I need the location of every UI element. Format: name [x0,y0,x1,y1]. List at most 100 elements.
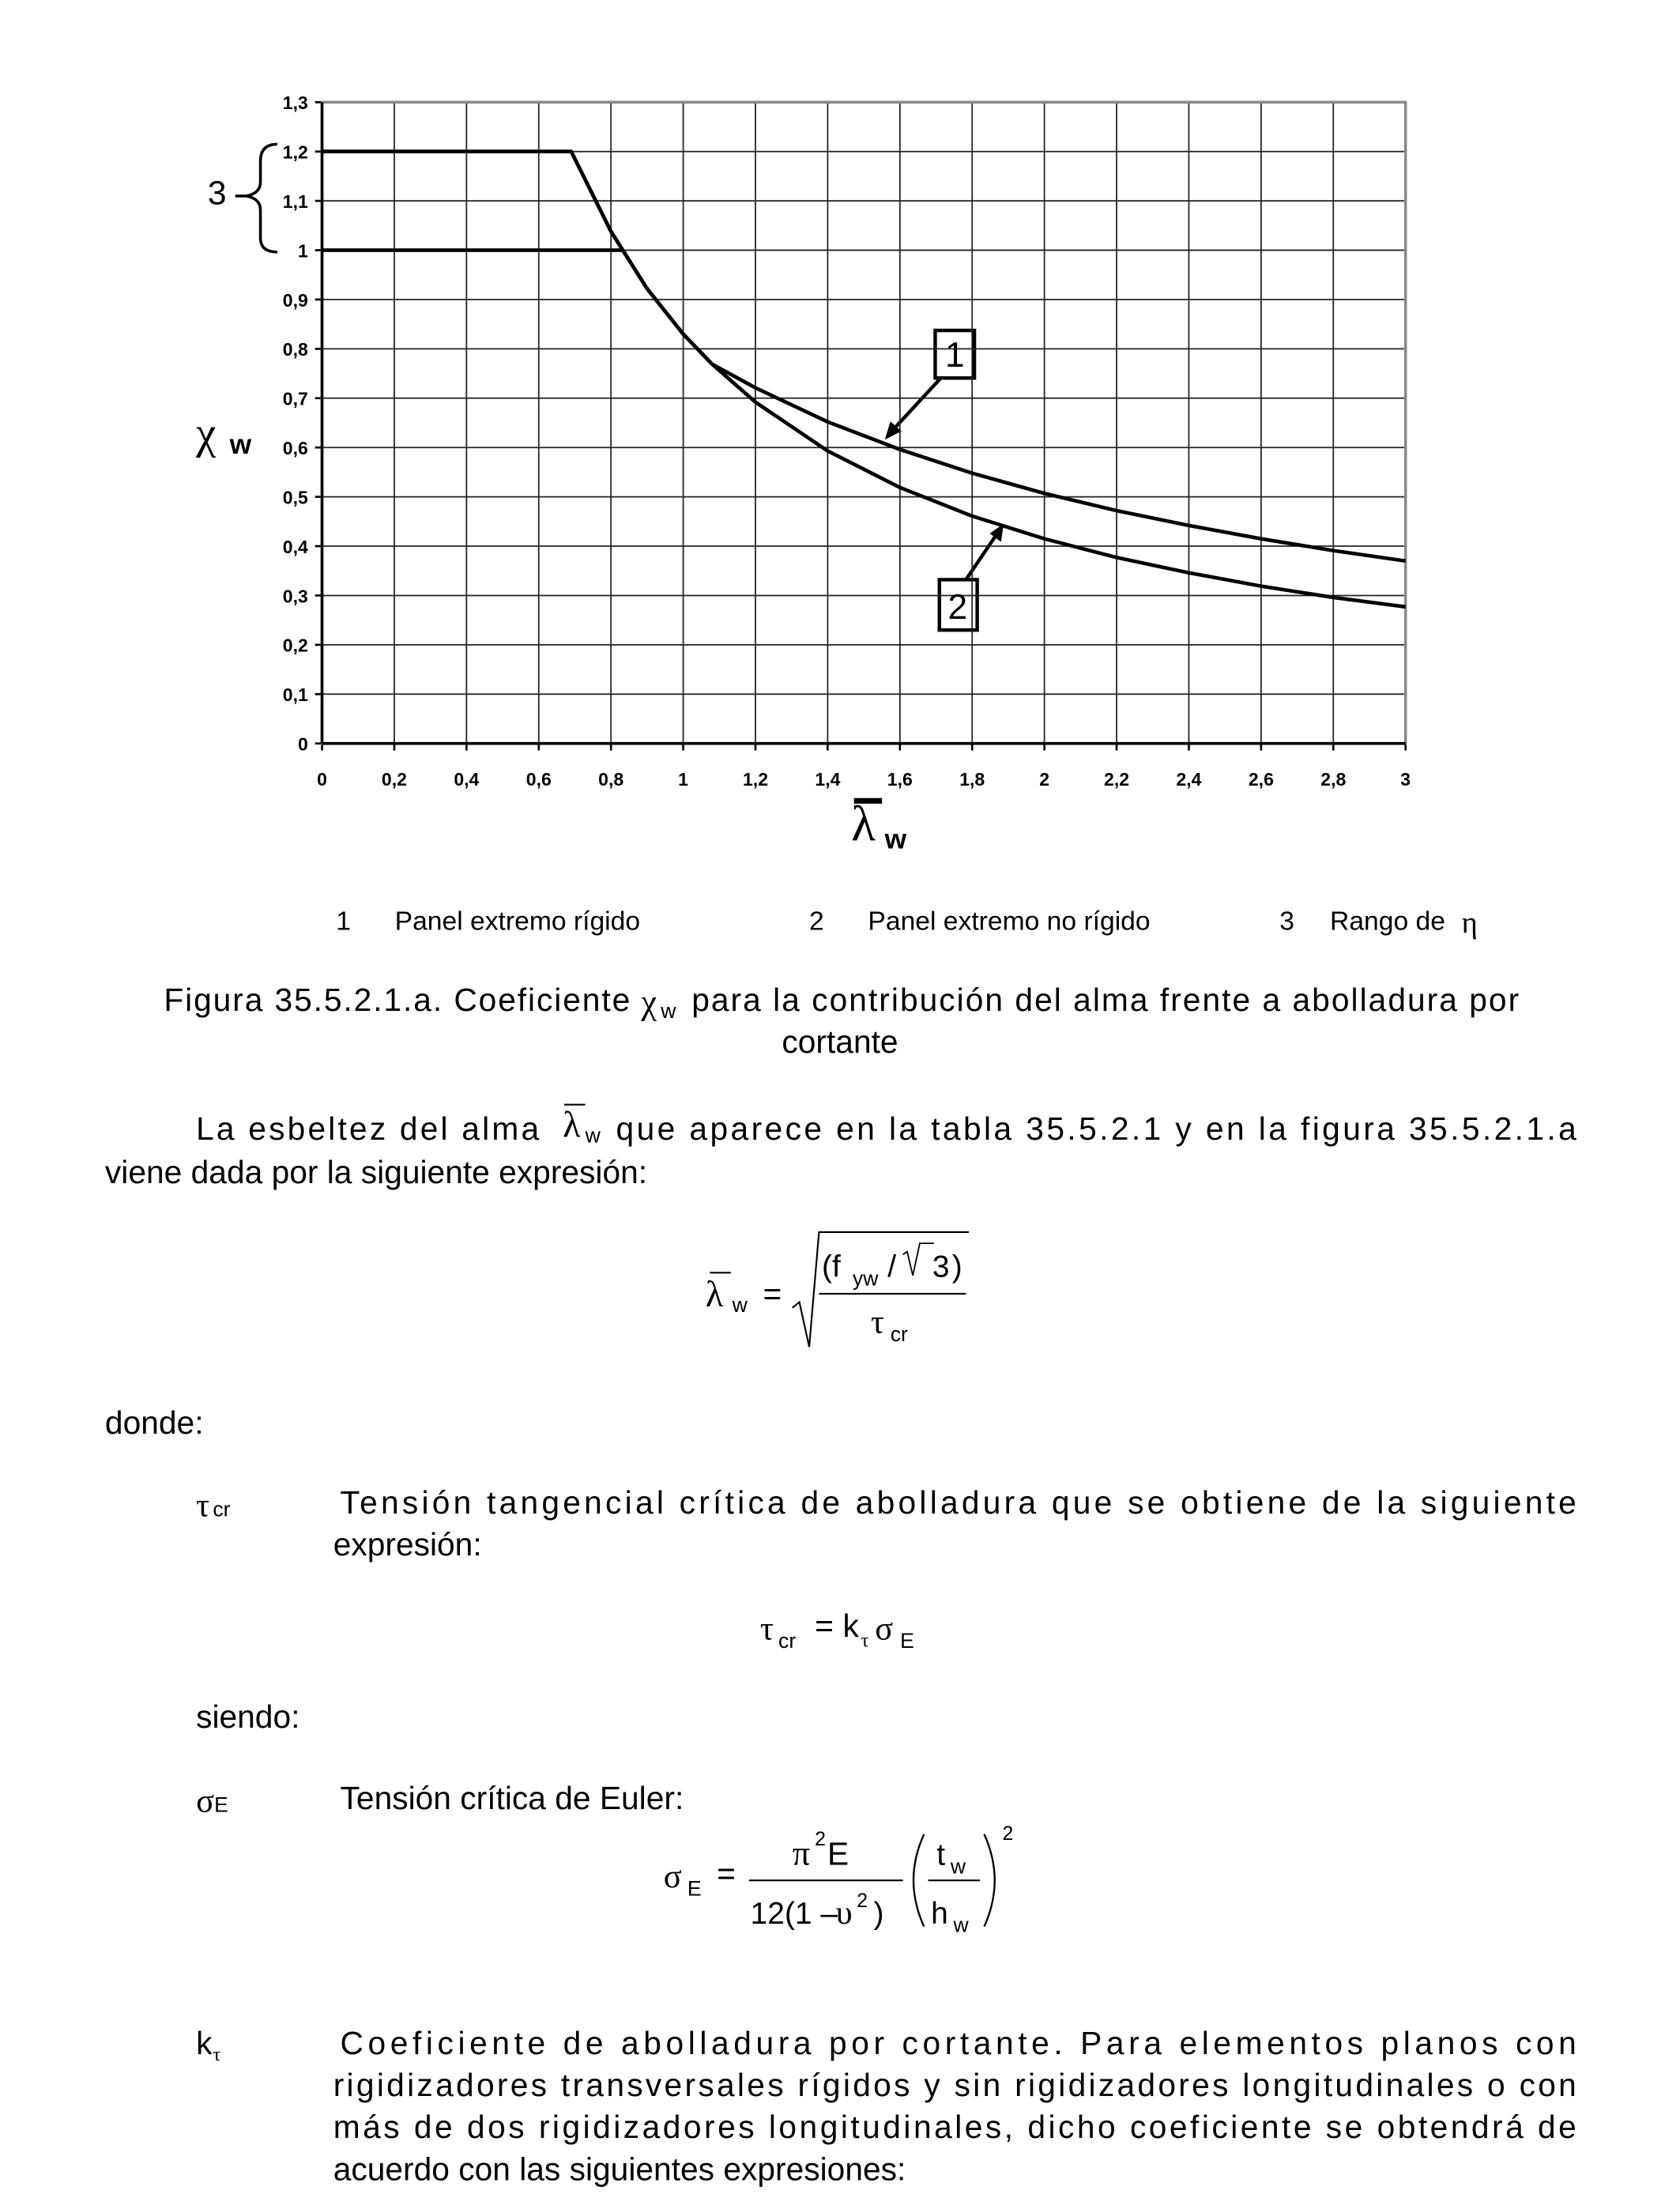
formula-sup: 2 [857,1891,868,1912]
paragraph: rigidizadores transversales rígidos y si… [333,2067,1576,2103]
y-label-sub: w [229,428,252,460]
formula: E [827,1836,849,1872]
x-tick-label: 2,2 [1104,769,1129,790]
inline-symbol: λ [563,1104,581,1144]
formula: t [936,1838,945,1872]
y-tick-label: 0,5 [283,487,308,507]
curve [322,149,1406,609]
paragraph: donde: [105,1404,204,1441]
y-label-symbol: χ [195,409,216,458]
formula: π [793,1834,810,1873]
callout-box [937,578,979,632]
term-sub: E [214,1793,228,1816]
y-tick-label: 0,7 [283,389,308,409]
term-sub: cr [213,1498,230,1521]
formula: τ [760,1610,774,1647]
callout-label: 1 [945,336,965,375]
formula: τ [871,1304,884,1341]
caption-sub: w [660,999,676,1023]
x-tick-label: 1,6 [887,769,913,790]
formula: υ [836,1894,853,1932]
formula-sub: w [952,1913,969,1937]
formula: ) [952,1250,962,1284]
callout-arrow [964,530,1000,581]
formula-sub: cr [778,1629,796,1653]
paragraph: viene dada por la siguiente expresión: [105,1154,647,1190]
paragraph: expresión: [333,1526,482,1563]
paragraph: Tensión crítica de Euler: [341,1780,684,1816]
y-tick-label: 1 [298,240,308,261]
legend-label: Panel extremo rígido [395,907,640,936]
legend-key: 2 [809,907,824,936]
formula: 12(1 – [751,1897,838,1931]
caption: Figura 35.5.2.1.a. Coeficiente [164,982,630,1018]
legend-key: 1 [336,907,351,936]
legend-label: Rango de [1330,907,1445,936]
formula: k [843,1608,860,1644]
formula: = [763,1276,782,1312]
paragraph: más de dos rigidizadores longitudinales,… [333,2109,1576,2145]
formula: = [815,1608,834,1644]
caption-symbol: χ [640,983,657,1022]
x-tick-label: 3 [1400,769,1411,790]
paren [983,1834,996,1928]
formula: λ [706,1274,724,1314]
y-tick-label: 0,2 [283,635,308,656]
x-tick-label: 1,4 [815,769,840,790]
x-label-sub: w [884,824,907,855]
y-tick-label: 0,8 [283,339,308,360]
x-label-symbol: λ [851,795,876,851]
radical [902,1242,934,1276]
paren [912,1834,925,1928]
formula: h [931,1897,948,1931]
callout-label: 2 [947,588,967,627]
term-sub: τ [213,2045,220,2066]
paragraph: Tensión tangencial crítica de abolladura… [341,1484,1576,1521]
x-tick-label: 0,4 [454,769,479,790]
formula: 3 [932,1250,950,1284]
y-tick-label: 0,1 [283,684,308,705]
x-tick-label: 2,4 [1176,769,1201,790]
x-tick-label: 0,6 [526,769,552,790]
formula-sub: E [900,1629,914,1653]
formula-sub: yw [853,1266,879,1290]
y-tick-label: 1,2 [283,142,308,163]
callout-arrow [889,376,943,434]
formula-sup: 2 [815,1829,826,1850]
formula: σ [664,1858,682,1895]
formula-sub: τ [861,1630,869,1651]
x-tick-label: 1 [678,769,688,790]
term-symbol: k [196,2025,213,2061]
formula-sub: cr [891,1322,908,1346]
y-tick-label: 1,3 [283,92,308,113]
y-tick-label: 1,1 [283,191,308,212]
arrow-head [884,421,902,440]
inline-sub: w [585,1124,601,1148]
formula: / [887,1250,896,1284]
x-tick-label: 1,2 [743,769,768,790]
formula: (f [822,1250,841,1284]
radical [792,1231,969,1348]
y-tick-label: 0,6 [283,438,308,458]
arrow-head [989,523,1004,542]
formula: = [717,1855,736,1891]
formula-sup: 2 [1002,1823,1013,1845]
x-tick-label: 0 [317,769,327,790]
y-tick-label: 0,4 [283,537,308,557]
formula-sub: w [950,1854,966,1878]
x-tick-label: 0,8 [598,769,623,790]
term-symbol: σ [196,1782,214,1819]
y-tick-label: 0 [298,734,308,755]
formula-sub: E [687,1877,702,1901]
legend-symbol: η [1462,906,1478,940]
formula-sub: w [732,1293,748,1317]
x-tick-label: 2,8 [1320,769,1346,790]
formula: σ [875,1610,893,1647]
callout-box [933,328,977,380]
callout-label: 3 [208,175,227,213]
caption: cortante [782,1023,898,1060]
y-tick-label: 0,9 [283,290,308,311]
